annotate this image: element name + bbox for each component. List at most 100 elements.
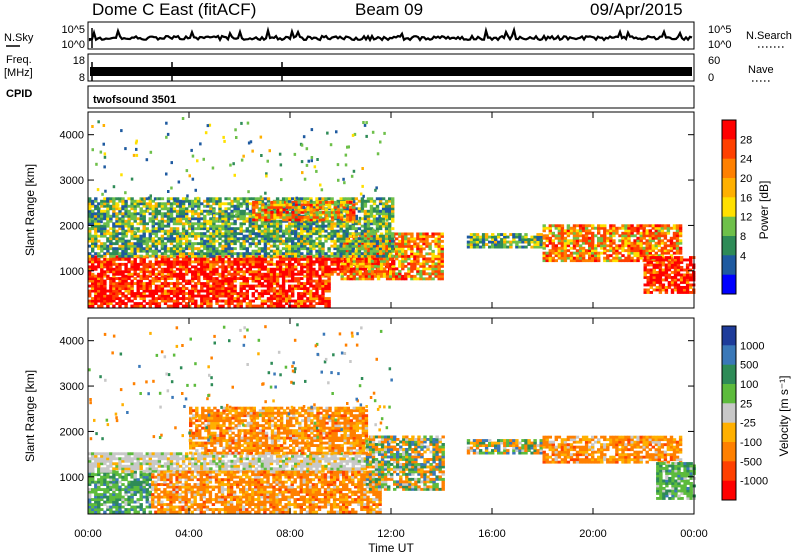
echo-cell — [263, 247, 268, 251]
echo-cell — [166, 304, 171, 308]
echo-cell — [340, 257, 344, 261]
echo-cell — [676, 278, 681, 282]
echo-cell — [434, 267, 438, 271]
freq-right-tick-top: 60 — [708, 55, 720, 67]
echo-cell — [372, 242, 377, 246]
echo-cell — [419, 235, 423, 238]
echo-cell — [169, 212, 174, 216]
echo-cell — [369, 239, 374, 243]
echo-cell — [655, 281, 659, 284]
echo-cell — [343, 203, 347, 207]
echo-cell — [124, 289, 128, 293]
echo-cell — [361, 264, 366, 268]
echo-cell — [281, 304, 286, 308]
echo-cell — [288, 254, 292, 258]
echo-cell — [239, 304, 243, 308]
echo-cell — [303, 257, 307, 261]
echo-cell — [425, 232, 429, 236]
echo-cell — [661, 278, 666, 282]
echo-cell — [636, 259, 640, 263]
echo-cell — [381, 197, 386, 201]
echo-cell — [428, 264, 432, 268]
echo-cell — [369, 252, 374, 256]
echo-cell — [221, 212, 225, 216]
echo-cell — [648, 236, 652, 240]
echo-cell — [224, 282, 228, 285]
echo-cell — [621, 226, 625, 230]
echo-cell — [170, 161, 173, 165]
echo-cell — [121, 217, 125, 221]
echo-cell — [285, 262, 289, 266]
echo-cell — [321, 227, 325, 231]
echo-cell — [194, 282, 198, 285]
echo-cell — [416, 272, 420, 276]
echo-cell — [363, 229, 368, 233]
echo-cell — [124, 229, 128, 233]
echo-cell — [685, 271, 690, 274]
echo-cell — [130, 265, 134, 269]
echo-cell — [160, 234, 165, 238]
echo-cell — [94, 234, 98, 238]
echo-cell — [109, 207, 113, 211]
echo-cell — [191, 270, 195, 274]
echo-cell — [163, 237, 168, 241]
echo-cell — [566, 226, 571, 230]
echo-cell — [355, 264, 359, 268]
echo-cell — [109, 267, 113, 271]
echo-cell — [360, 244, 365, 248]
echo-cell — [318, 249, 322, 253]
echo-cell — [330, 229, 334, 233]
echo-cell — [431, 235, 435, 238]
echo-cell — [627, 249, 631, 253]
echo-cell — [306, 197, 310, 201]
echo-cell — [260, 292, 265, 295]
echo-cell — [557, 231, 562, 235]
echo-cell — [389, 269, 393, 273]
echo-cell — [91, 279, 95, 283]
echo-cell — [261, 203, 265, 207]
echo-cell — [154, 212, 159, 216]
echo-cell — [169, 219, 174, 223]
echo-cell — [266, 279, 271, 283]
echo-cell — [270, 200, 274, 204]
echo-cell — [378, 249, 383, 253]
cpid-strip — [87, 85, 695, 109]
echo-cell — [181, 297, 186, 300]
echo-cell — [154, 287, 159, 290]
echo-cell — [381, 202, 386, 206]
echo-cell — [327, 254, 331, 258]
echo-cell — [218, 229, 221, 233]
echo-cell — [431, 257, 435, 261]
echo-cell — [281, 270, 286, 274]
echo-cell — [97, 219, 101, 223]
echo-cell — [609, 259, 613, 263]
echo-cell — [503, 235, 507, 239]
echo-cell — [222, 135, 225, 139]
echo-cell — [312, 239, 316, 243]
echo-cell — [306, 255, 310, 259]
echo-cell — [230, 299, 234, 303]
echo-cell — [94, 197, 98, 201]
echo-cell — [91, 302, 95, 305]
echo-cell — [103, 299, 107, 303]
echo-cell — [318, 252, 322, 256]
echo-cell — [315, 200, 320, 204]
echo-cell — [163, 207, 168, 211]
echo-cell — [145, 237, 149, 241]
echo-cell — [518, 235, 522, 239]
echo-cell — [551, 259, 555, 263]
echo-cell — [416, 259, 420, 263]
echo-cell — [100, 217, 104, 221]
echo-cell — [348, 227, 352, 231]
echo-cell — [340, 200, 344, 204]
echo-cell — [375, 257, 380, 261]
echo-cell — [112, 199, 116, 203]
echo-cell — [136, 247, 140, 251]
echo-cell — [163, 257, 168, 261]
echo-cell — [624, 259, 628, 263]
echo-cell — [343, 264, 347, 268]
echo-cell — [306, 287, 310, 290]
echo-cell — [563, 254, 568, 258]
echo-cell — [281, 292, 286, 295]
echo-cell — [658, 273, 663, 277]
